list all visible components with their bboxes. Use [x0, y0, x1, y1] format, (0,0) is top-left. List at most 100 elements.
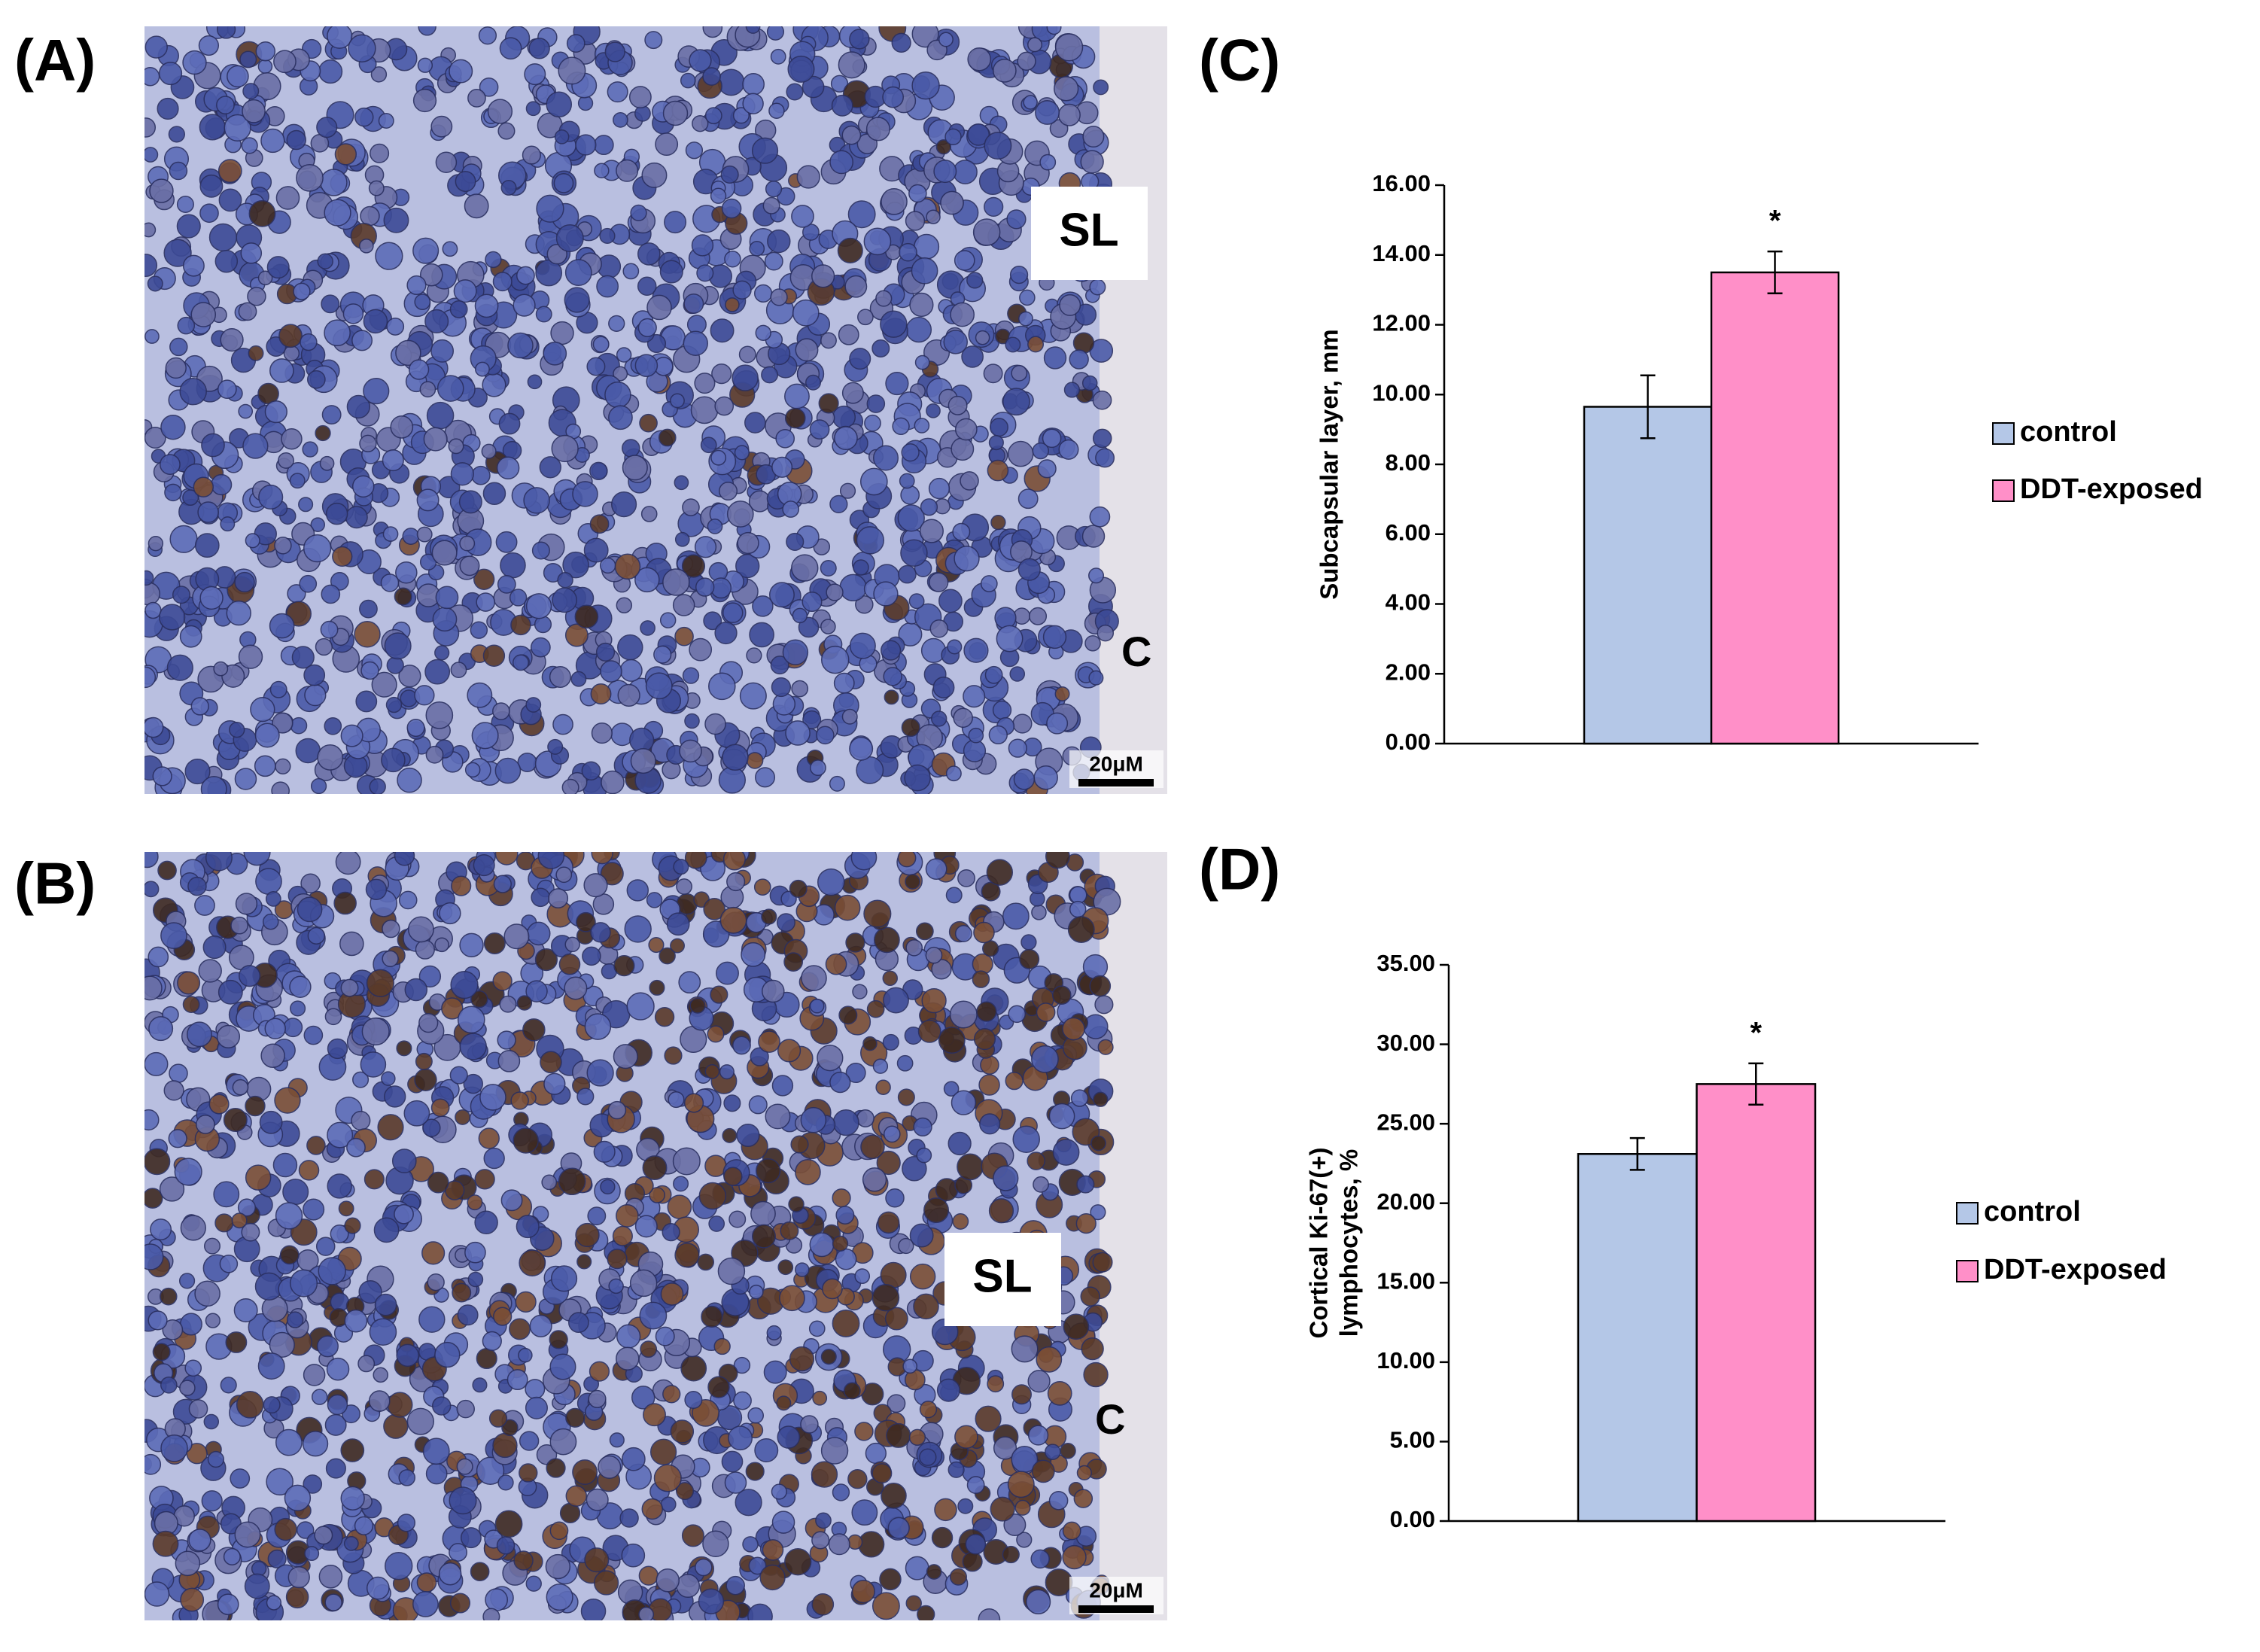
cell	[919, 519, 944, 543]
cell	[1045, 852, 1070, 869]
cell	[583, 537, 609, 563]
cell	[326, 1357, 350, 1381]
cell	[144, 147, 159, 163]
cell	[829, 1071, 851, 1094]
cell	[908, 1428, 926, 1446]
cell	[485, 251, 502, 269]
cell	[422, 1118, 441, 1137]
cell	[792, 299, 820, 327]
cell	[497, 1474, 514, 1491]
y-tick-label: 10.00	[1376, 1347, 1435, 1374]
cell	[160, 1376, 178, 1394]
cell	[962, 1551, 983, 1572]
cell	[394, 852, 415, 866]
cell	[590, 922, 611, 943]
cell	[455, 1109, 471, 1125]
cell	[368, 1390, 391, 1412]
cell	[664, 211, 687, 234]
cell	[408, 359, 430, 380]
cell	[575, 134, 597, 156]
cell	[144, 427, 166, 449]
cell	[947, 1461, 965, 1478]
cell	[892, 417, 910, 436]
cell	[1059, 294, 1081, 316]
cell	[662, 1223, 680, 1242]
cell	[423, 427, 448, 452]
cell	[450, 462, 474, 486]
cell	[272, 712, 294, 734]
cell	[722, 852, 746, 871]
cell	[851, 1499, 878, 1526]
cell	[1083, 1361, 1109, 1388]
cell	[993, 1436, 1017, 1460]
cell	[373, 1217, 400, 1243]
cell	[935, 139, 951, 155]
cell	[754, 284, 773, 303]
cell	[980, 575, 998, 592]
cell	[175, 1550, 201, 1577]
cell	[1094, 995, 1114, 1015]
cell	[406, 718, 425, 738]
cell	[682, 667, 700, 684]
cell	[359, 434, 377, 453]
cell	[613, 112, 628, 128]
cell	[899, 242, 917, 262]
cell	[714, 396, 735, 416]
cell	[226, 600, 251, 626]
scale-bar-label: 20μM	[1089, 752, 1143, 775]
cell	[616, 159, 639, 182]
cell	[947, 1131, 972, 1156]
cell	[865, 1442, 887, 1465]
cell	[537, 852, 565, 869]
cell	[421, 1241, 446, 1265]
cell	[583, 873, 608, 898]
cell	[980, 1055, 999, 1075]
cell	[223, 1108, 248, 1133]
cell	[384, 632, 412, 660]
cell	[217, 979, 243, 1005]
cell	[777, 1039, 801, 1063]
cell	[771, 1075, 794, 1097]
cell	[978, 1074, 1000, 1096]
cell	[881, 1483, 907, 1509]
cell	[190, 697, 209, 716]
cell	[144, 1148, 171, 1176]
cell	[497, 1030, 516, 1050]
cell	[216, 26, 236, 39]
cell	[198, 959, 222, 983]
y-tick-label: 5.00	[1390, 1427, 1435, 1453]
cell	[182, 50, 207, 75]
cell	[274, 537, 292, 555]
cell	[547, 738, 564, 755]
cell	[414, 294, 431, 311]
cell	[838, 1005, 858, 1025]
cell	[947, 395, 968, 415]
cell	[1025, 1589, 1051, 1614]
scale-bar-label: 20μM	[1089, 1578, 1143, 1602]
cell	[390, 415, 414, 439]
cell	[732, 364, 759, 391]
cell	[254, 755, 276, 777]
cell	[947, 639, 963, 655]
cell	[188, 1399, 208, 1419]
cell	[531, 541, 550, 560]
cell	[662, 1385, 681, 1404]
cell	[396, 1343, 419, 1368]
cell	[321, 294, 340, 314]
cell	[721, 1450, 744, 1473]
capsule-label: C	[1095, 1395, 1125, 1443]
cell	[220, 327, 244, 352]
cell	[188, 1529, 211, 1552]
cell	[717, 1257, 746, 1285]
cell	[412, 237, 440, 264]
cell	[464, 193, 489, 219]
bar	[1583, 406, 1713, 745]
cell	[197, 501, 219, 523]
cell	[837, 237, 863, 263]
micrograph	[144, 26, 1167, 794]
cell	[546, 1584, 573, 1611]
cell	[472, 1377, 488, 1393]
cell	[703, 898, 726, 920]
cell	[351, 330, 373, 351]
cell	[885, 371, 909, 396]
